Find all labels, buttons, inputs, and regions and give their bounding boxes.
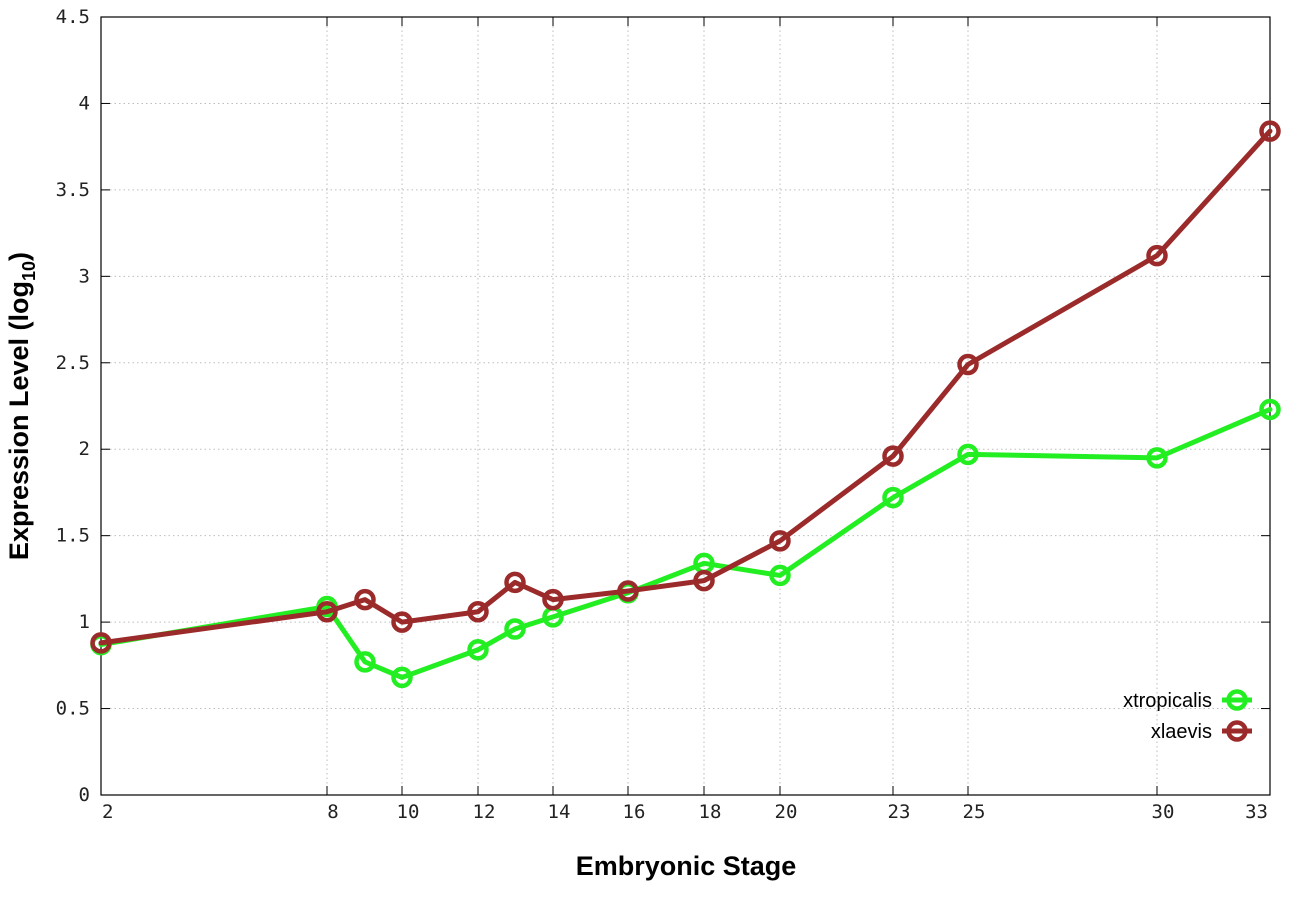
x-tick-label: 18: [699, 801, 722, 823]
legend-swatch-marker-xlaevis: [1226, 720, 1248, 742]
data-point-xlaevis: [316, 600, 338, 623]
y-tick-label: 0: [79, 784, 90, 806]
x-tick-label: 8: [327, 801, 338, 823]
data-point-xtropicalis: [882, 486, 904, 509]
data-point-xtropicalis: [391, 666, 413, 689]
data-point-xtropicalis: [1146, 447, 1168, 469]
y-tick-label: 0.5: [56, 698, 90, 720]
x-tick-label: 12: [473, 801, 496, 823]
legend-swatch-marker-xtropicalis: [1226, 689, 1248, 711]
x-tick-label: 20: [775, 801, 798, 823]
data-point-xlaevis: [1259, 120, 1281, 142]
y-tick-label: 2: [79, 438, 90, 460]
y-axis-title: Expression Level (log10): [4, 252, 39, 560]
y-tick-label: 2.5: [56, 352, 90, 374]
data-point-xlaevis: [693, 569, 715, 592]
data-point-xlaevis: [1146, 244, 1168, 267]
y-tick-label: 4.5: [56, 6, 90, 28]
x-tick-label: 2: [102, 801, 113, 823]
y-tick-label: 1.5: [56, 525, 90, 547]
data-point-xlaevis: [957, 353, 979, 376]
data-point-xtropicalis: [957, 443, 979, 466]
legend: xtropicalis xlaevis: [1123, 689, 1252, 743]
legend-label-xtropicalis: xtropicalis: [1123, 690, 1212, 712]
x-tick-label: 14: [548, 801, 571, 823]
y-axis-title-sub: 10: [19, 261, 39, 281]
x-tick-label: 23: [888, 801, 911, 823]
y-tick-label: 4: [79, 92, 90, 114]
y-axis-title-main: Expression Level (log: [4, 281, 34, 560]
data-point-xlaevis: [90, 632, 112, 654]
data-point-xtropicalis: [467, 639, 489, 661]
y-axis-title-close: ): [4, 252, 34, 261]
series: [90, 120, 1281, 689]
x-tick-label: 25: [963, 801, 986, 823]
grid: [101, 17, 1270, 795]
y-tick-label: 3.5: [56, 179, 90, 201]
y-tick-label: 1: [79, 611, 90, 633]
x-tick-label: 16: [623, 801, 646, 823]
legend-label-xlaevis: xlaevis: [1151, 721, 1212, 743]
x-axis-title: Embryonic Stage: [576, 851, 797, 881]
x-tick-label: 30: [1152, 801, 1175, 823]
ticks: 0 0.5 1 1.5 2 2.5 3 3.5 4 4.5 2 8 10 12 14 16 18 20 23 25 30…: [56, 6, 1271, 823]
data-point-xlaevis: [542, 588, 564, 611]
data-point-xtropicalis: [769, 564, 791, 587]
data-point-xtropicalis: [354, 651, 376, 673]
series-line-xtropicalis: [98, 406, 1273, 680]
data-point-xlaevis: [504, 571, 526, 594]
x-tick-label: 33: [1245, 801, 1268, 823]
data-point-xlaevis: [769, 530, 791, 552]
plot-frame: [100, 16, 1271, 796]
data-point-xlaevis: [467, 600, 489, 623]
y-tick-label: 3: [79, 265, 90, 287]
data-point-xtropicalis: [1259, 398, 1281, 421]
data-point-xtropicalis: [504, 618, 526, 640]
data-point-xlaevis: [354, 588, 376, 611]
data-point-xlaevis: [882, 445, 904, 467]
data-point-xlaevis: [617, 580, 639, 602]
data-point-xlaevis: [391, 611, 413, 633]
series-line-xlaevis: [98, 128, 1273, 646]
x-tick-label: 10: [397, 801, 420, 823]
